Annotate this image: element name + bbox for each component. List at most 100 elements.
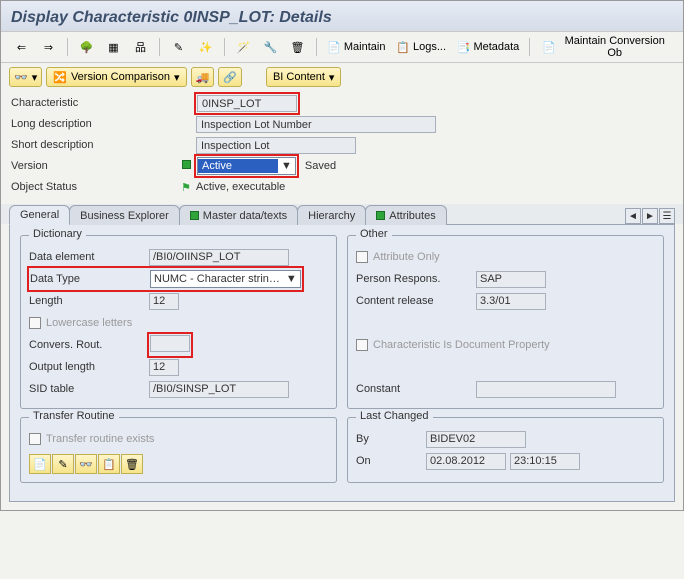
changed-on-label: On	[356, 455, 426, 467]
version-comparison-button[interactable]: 🔀Version Comparison▾	[46, 67, 186, 87]
tab-attributes-label: Attributes	[389, 210, 435, 222]
link-button[interactable]: 🔗	[218, 67, 242, 87]
tab-general-label: General	[20, 209, 59, 221]
header-form: Characteristic 0INSP_LOT Long descriptio…	[1, 91, 683, 204]
bi-content-label: BI Content	[273, 71, 325, 83]
create-routine-button[interactable]: 📄	[29, 454, 51, 474]
data-type-row: Data TypeNUMC - Character strin…▼	[29, 268, 302, 290]
data-type-select[interactable]: NUMC - Character strin…▼	[150, 270, 301, 288]
logs-icon: 📋	[396, 39, 410, 55]
hierarchy-icon: 🌳	[79, 39, 94, 55]
tab-business-explorer[interactable]: Business Explorer	[69, 205, 180, 225]
tab-general[interactable]: General	[9, 205, 70, 225]
tab-attributes[interactable]: Attributes	[365, 205, 446, 225]
tab-scroll-left-button[interactable]: ◄	[625, 208, 641, 224]
maintain-conv-icon: 📄	[541, 39, 556, 55]
truck-icon: 🚚	[196, 71, 210, 84]
arrow-left-icon: ⇐	[14, 39, 29, 55]
person-respons-value: SAP	[476, 271, 546, 288]
logs-label: Logs...	[413, 41, 446, 53]
version-combo[interactable]: Active▼	[197, 157, 296, 175]
changed-on-time: 23:10:15	[510, 453, 580, 470]
data-element-value: /BI0/OIINSP_LOT	[149, 249, 289, 266]
constant-label: Constant	[356, 383, 476, 395]
panel-other-title: Other	[356, 228, 392, 240]
maintain-conv-label: Maintain Conversion Ob	[559, 35, 670, 59]
copy-routine-button[interactable]: 📋	[98, 454, 120, 474]
separator	[316, 38, 317, 56]
separator	[529, 38, 530, 56]
delete-routine-button[interactable]: 🗑	[121, 454, 143, 474]
create-icon: 📄	[33, 458, 47, 471]
data-type-value: NUMC - Character strin…	[151, 273, 283, 285]
tool-wand-button[interactable]: ✨	[193, 36, 218, 58]
window-title: Display Characteristic 0INSP_LOT: Detail…	[11, 9, 673, 27]
tab-hierarchy[interactable]: Hierarchy	[297, 205, 366, 225]
tab-business-explorer-label: Business Explorer	[80, 210, 169, 222]
pencil-icon: ✎	[171, 39, 186, 55]
tab-scroll-right-button[interactable]: ►	[642, 208, 658, 224]
length-value: 12	[149, 293, 179, 310]
constant-value	[476, 381, 616, 398]
trash-icon: 🗑	[290, 39, 305, 55]
short-desc-value: Inspection Lot	[196, 137, 356, 154]
tool-activate-button[interactable]: 🪄	[231, 36, 256, 58]
transfer-button-row: 📄 ✎ 👓 📋 🗑	[29, 454, 328, 474]
tool-delete-button[interactable]: 🗑	[285, 36, 310, 58]
changed-by-value: BIDEV02	[426, 431, 526, 448]
logs-button[interactable]: 📋Logs...	[392, 36, 451, 58]
changed-on-date: 02.08.2012	[426, 453, 506, 470]
maintain-button[interactable]: 📄Maintain	[323, 36, 390, 58]
version-value: Active	[198, 159, 278, 173]
edit-routine-button[interactable]: ✎	[52, 454, 74, 474]
version-comparison-label: Version Comparison	[71, 71, 170, 83]
tab-master-data-label: Master data/texts	[203, 210, 287, 222]
maintain-conversion-button[interactable]: 📄Maintain Conversion Ob	[536, 36, 675, 58]
panel-other: Other Attribute Only Person Respons.SAP …	[347, 235, 664, 409]
tool-edit-button[interactable]: ✎	[166, 36, 191, 58]
tool-check-button[interactable]: 🔧	[258, 36, 283, 58]
display-routine-button[interactable]: 👓	[75, 454, 97, 474]
sid-table-value: /BI0/SINSP_LOT	[149, 381, 289, 398]
green-square-icon	[190, 211, 199, 220]
output-length-value: 12	[149, 359, 179, 376]
tool-overview-button[interactable]: 品	[128, 36, 153, 58]
metadata-icon: 📑	[457, 39, 471, 55]
tab-navigation: ◄ ► ☰	[625, 208, 675, 224]
doc-prop-label: Characteristic Is Document Property	[373, 339, 550, 351]
short-desc-label: Short description	[11, 139, 176, 151]
forward-button[interactable]: ⇒	[36, 36, 61, 58]
down-triangle-icon: ▾	[329, 71, 335, 84]
tool-hierarchy-button[interactable]: 🌳	[74, 36, 99, 58]
chevron-down-icon[interactable]: ▼	[278, 160, 295, 172]
long-desc-label: Long description	[11, 118, 176, 130]
tool-layout-button[interactable]: ▦	[101, 36, 126, 58]
tab-list-button[interactable]: ☰	[659, 208, 675, 224]
link-icon: 🔗	[223, 71, 237, 84]
sid-table-label: SID table	[29, 383, 149, 395]
metadata-button[interactable]: 📑Metadata	[453, 36, 524, 58]
flag-icon: ⚑	[181, 182, 191, 194]
grid-icon: ▦	[106, 39, 121, 55]
convers-rout-label: Convers. Rout.	[29, 339, 149, 351]
characteristic-label: Characteristic	[11, 97, 176, 109]
content-release-value: 3.3/01	[476, 293, 546, 310]
version-status-icon	[182, 160, 191, 169]
glasses-menu-button[interactable]: 👓▾	[9, 67, 42, 87]
truck-button[interactable]: 🚚	[191, 67, 215, 87]
back-button[interactable]: ⇐	[9, 36, 34, 58]
bi-content-button[interactable]: BI Content ▾	[266, 67, 342, 87]
object-status-value: Active, executable	[196, 181, 285, 193]
panel-dictionary-title: Dictionary	[29, 228, 86, 240]
long-desc-value: Inspection Lot Number	[196, 116, 436, 133]
tab-master-data[interactable]: Master data/texts	[179, 205, 298, 225]
pencil-icon: ✎	[58, 458, 67, 471]
chevron-down-icon[interactable]: ▼	[283, 273, 300, 285]
transfer-exists-checkbox	[29, 433, 41, 445]
content-release-label: Content release	[356, 295, 476, 307]
output-length-label: Output length	[29, 361, 149, 373]
panel-last-changed: Last Changed ByBIDEV02 On02.08.201223:10…	[347, 417, 664, 483]
down-triangle-icon: ▾	[174, 71, 180, 84]
characteristic-value: 0INSP_LOT	[197, 95, 297, 112]
metadata-label: Metadata	[473, 41, 519, 53]
